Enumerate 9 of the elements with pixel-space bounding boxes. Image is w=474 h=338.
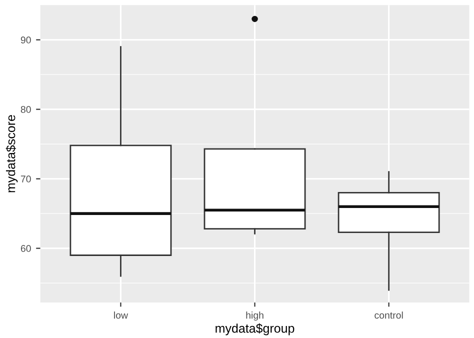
y-tick-label: 70 (20, 176, 31, 182)
y-tick-label: 60 (20, 245, 31, 252)
y-tick-label: 80 (20, 106, 31, 113)
x-tick-label: high (246, 312, 264, 321)
x-tick-label: control (374, 312, 403, 319)
x-tick-label: low (114, 312, 128, 319)
x-axis-title: mydata$group (216, 323, 294, 336)
y-tick-label: 90 (20, 36, 31, 44)
y-axis-title: mydata$score (6, 115, 18, 192)
